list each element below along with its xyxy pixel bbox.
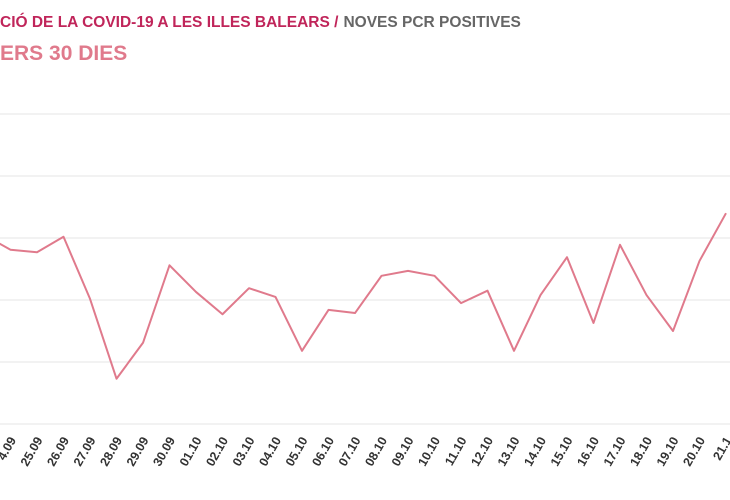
x-tick-label: 26.09 — [44, 434, 72, 468]
x-tick-label: 13.10 — [495, 434, 523, 468]
x-tick-label: 25.09 — [18, 434, 46, 468]
x-tick-label: 29.09 — [124, 434, 152, 468]
x-tick-label: 11.10 — [442, 434, 469, 468]
x-tick-label: 02.10 — [203, 434, 231, 468]
x-tick-label: 09.10 — [389, 434, 417, 468]
x-tick-label: 21.1 — [710, 434, 730, 462]
x-tick-label: 01.10 — [177, 434, 205, 468]
x-tick-label: 20.10 — [680, 434, 708, 468]
x-tick-label: 18.10 — [627, 434, 655, 468]
x-tick-label: 30.09 — [150, 434, 178, 468]
data-line — [0, 212, 727, 380]
x-tick-label: 03.10 — [230, 434, 258, 468]
x-tick-label: 27.09 — [71, 434, 99, 468]
x-tick-label: 06.10 — [309, 434, 337, 468]
x-tick-label: 08.10 — [362, 434, 390, 468]
x-tick-label: 4.09 — [0, 434, 19, 462]
x-tick-label: 28.09 — [97, 434, 125, 468]
x-tick-label: 12.10 — [468, 434, 496, 468]
x-tick-label: 14.10 — [521, 434, 549, 468]
chart-title: CIÓ DE LA COVID-19 A LES ILLES BALEARS /… — [0, 13, 521, 31]
x-tick-label: 17.10 — [601, 434, 629, 468]
x-tick-label: 16.10 — [574, 434, 602, 468]
title-main: CIÓ DE LA COVID-19 A LES ILLES BALEARS / — [0, 13, 339, 31]
x-tick-label: 04.10 — [256, 434, 284, 468]
x-tick-label: 15.10 — [548, 434, 576, 468]
x-tick-label: 10.10 — [415, 434, 443, 468]
x-tick-label: 07.10 — [336, 434, 364, 468]
x-tick-label: 05.10 — [283, 434, 311, 468]
x-tick-label: 19.10 — [654, 434, 682, 468]
chart-subtitle: ERS 30 DIES — [0, 42, 127, 65]
title-secondary: NOVES PCR POSITIVES — [343, 14, 520, 31]
